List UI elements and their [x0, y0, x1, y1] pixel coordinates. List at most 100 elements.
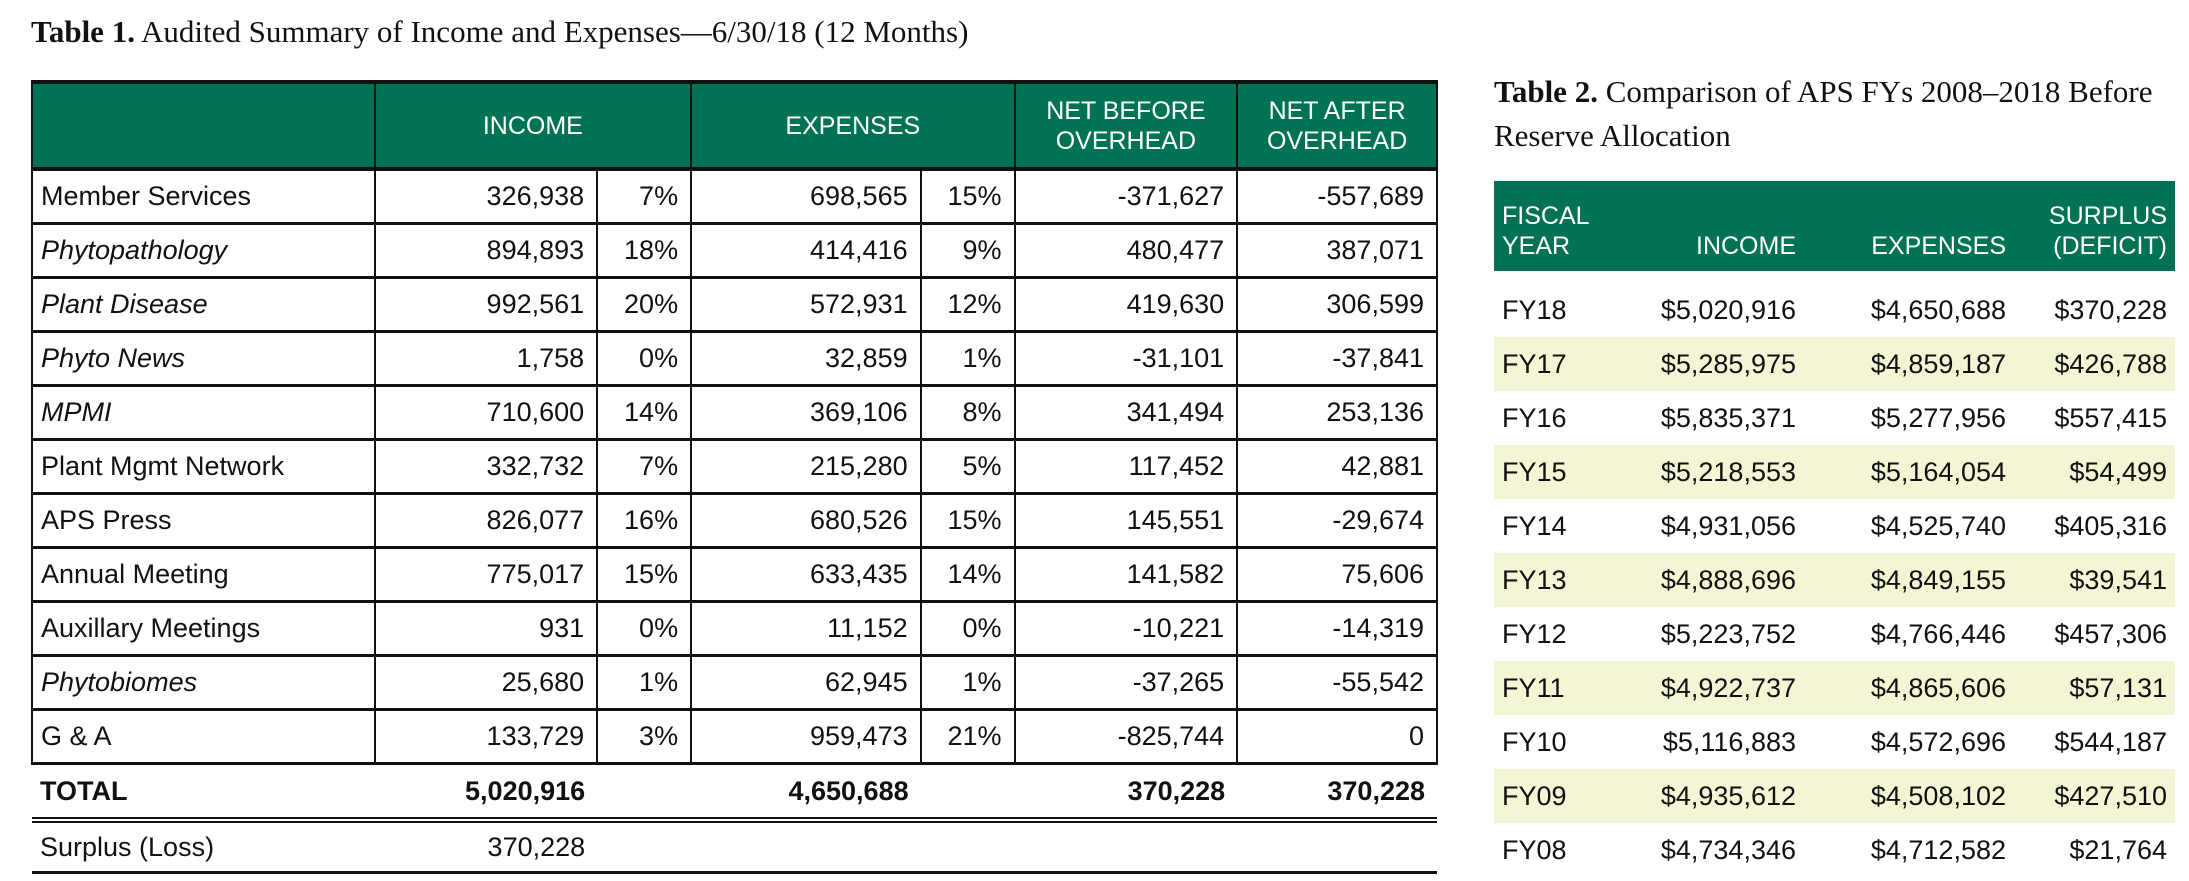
expenses-cell: 698,565: [690, 168, 922, 225]
income-pct-cell: 1%: [596, 654, 693, 711]
total-expenses: 4,650,688: [788, 775, 909, 806]
fiscal-year-cell: FY18: [1502, 294, 1567, 325]
total-net-after: 370,228: [1327, 775, 1425, 806]
table-row: Phytobiomes 25,680 1% 62,945 1% -37,265 -55,54…: [31, 654, 1438, 711]
expenses-cell: $5,164,054: [1804, 445, 2014, 499]
total-row: TOTAL 5,020,916 4,650,688 370,228 370,228: [32, 764, 1437, 821]
expenses-pct-cell: 1%: [919, 654, 1016, 711]
table-row: FY08 $4,734,346 $4,712,582 $21,764: [1494, 823, 2175, 877]
income-cell: $4,931,056: [1660, 510, 1796, 541]
expenses-cell: $5,277,956: [1870, 402, 2006, 433]
surplus-cell: $457,306: [2054, 618, 2167, 649]
fiscal-year-cell: FY16: [1502, 402, 1567, 433]
income-cell: $4,734,346: [1660, 834, 1796, 865]
table-row: Auxillary Meetings 931 0% 11,152 0% -10,221 -1…: [31, 600, 1438, 657]
income-pct-cell: 7%: [596, 168, 693, 225]
income-cell: 25,680: [373, 654, 599, 711]
fiscal-year-cell: FY17: [1494, 337, 1604, 391]
expenses-pct-cell: 15%: [919, 492, 1016, 549]
row-label: Phytopathology: [31, 222, 376, 279]
net-after-cell: 253,136: [1236, 384, 1438, 441]
income-cell: 332,732: [373, 438, 599, 495]
income-pct-cell: 0%: [596, 600, 693, 657]
expenses-cell: $4,849,155: [1804, 553, 2014, 607]
income-pct-cell: 20%: [596, 276, 693, 333]
row-label: G & A: [31, 708, 376, 765]
empty-cell: [597, 764, 691, 821]
fiscal-year-cell: FY11: [1494, 661, 1604, 715]
income-pct-cell: 15%: [596, 546, 693, 603]
header-surplus: SURPLUS (DEFICIT): [2014, 181, 2175, 271]
expenses-cell: $4,650,688: [1870, 294, 2006, 325]
table1-caption-label: Table 1.: [31, 14, 135, 49]
expenses-pct-cell: 9%: [919, 222, 1016, 279]
income-cell: 992,561: [373, 276, 599, 333]
expenses-pct-cell: 15%: [919, 168, 1016, 225]
expenses-cell: $4,508,102: [1804, 769, 2014, 823]
table2-caption: Table 2. Comparison of APS FYs 2008–2018…: [1494, 70, 2154, 158]
net-before-cell: 341,494: [1013, 384, 1239, 441]
net-before-cell: -825,744: [1013, 708, 1239, 765]
income-expenses-table: INCOME EXPENSES NET BEFORE OVERHEAD NET …: [31, 80, 1438, 874]
income-cell: $5,223,752: [1660, 618, 1796, 649]
table-row: Phytopathology 894,893 18% 414,416 9% 480,477…: [31, 222, 1438, 279]
expenses-cell: 414,416: [690, 222, 922, 279]
net-after-cell: -55,542: [1236, 654, 1438, 711]
income-cell: $4,935,612: [1604, 769, 1804, 823]
income-cell: 326,938: [373, 168, 599, 225]
fiscal-year-cell: FY08: [1502, 834, 1567, 865]
row-label: Auxillary Meetings: [31, 600, 376, 657]
surplus-cell: $21,764: [2069, 834, 2167, 865]
row-label: MPMI: [31, 384, 376, 441]
income-pct-cell: 14%: [596, 384, 693, 441]
table2-caption-text: Comparison of APS FYs 2008–2018 Before R…: [1494, 74, 2153, 153]
surplus-cell: $544,187: [2054, 726, 2167, 757]
fiscal-year-cell: FY15: [1494, 445, 1604, 499]
table-row: Annual Meeting 775,017 15% 633,435 14% 141,58…: [31, 546, 1438, 603]
row-label: Annual Meeting: [31, 546, 376, 603]
income-cell: 826,077: [373, 492, 599, 549]
expenses-pct-cell: 12%: [919, 276, 1016, 333]
expenses-pct-cell: 1%: [919, 330, 1016, 387]
expenses-cell: 633,435: [690, 546, 922, 603]
net-after-cell: 75,606: [1236, 546, 1438, 603]
net-before-cell: 117,452: [1013, 438, 1239, 495]
expenses-cell: 680,526: [690, 492, 922, 549]
table2-caption-label: Table 2.: [1494, 74, 1598, 109]
expenses-cell: $4,572,696: [1870, 726, 2006, 757]
net-after-cell: -29,674: [1236, 492, 1438, 549]
row-label: Plant Mgmt Network: [31, 438, 376, 495]
net-after-cell: 0: [1236, 708, 1438, 765]
net-after-cell: 387,071: [1236, 222, 1438, 279]
expenses-cell: 32,859: [690, 330, 922, 387]
net-after-cell: -557,689: [1236, 168, 1438, 225]
expenses-cell: 62,945: [690, 654, 922, 711]
income-pct-cell: 18%: [596, 222, 693, 279]
empty-cell: [921, 764, 1015, 821]
expenses-cell: $4,525,740: [1870, 510, 2006, 541]
net-before-cell: -371,627: [1013, 168, 1239, 225]
fiscal-year-cell: FY12: [1502, 618, 1567, 649]
table-row: FY12 $5,223,752 $4,766,446 $457,306: [1494, 607, 2175, 661]
income-cell: 894,893: [373, 222, 599, 279]
table-row: G & A 133,729 3% 959,473 21% -825,744 0: [31, 708, 1438, 765]
expenses-cell: $4,766,446: [1870, 618, 2006, 649]
fiscal-year-cell: FY09: [1494, 769, 1604, 823]
net-after-cell: -37,841: [1236, 330, 1438, 387]
table-row: FY14 $4,931,056 $4,525,740 $405,316: [1494, 499, 2175, 553]
table-row: FY11 $4,922,737 $4,865,606 $57,131: [1494, 661, 2175, 715]
net-after-cell: -14,319: [1236, 600, 1438, 657]
expenses-cell: 11,152: [690, 600, 922, 657]
surplus-cell: $557,415: [2054, 402, 2167, 433]
net-before-cell: 480,477: [1013, 222, 1239, 279]
header-expenses: EXPENSES: [690, 82, 1016, 169]
income-cell: $4,888,696: [1604, 553, 1804, 607]
header-income: INCOME: [373, 82, 693, 169]
expenses-cell: $4,712,582: [1870, 834, 2006, 865]
net-before-cell: -37,265: [1013, 654, 1239, 711]
net-after-cell: 306,599: [1236, 276, 1438, 333]
table-row: FY17 $5,285,975 $4,859,187 $426,788: [1494, 337, 2175, 391]
net-before-cell: -10,221: [1013, 600, 1239, 657]
header-fiscal-year: FISCAL YEAR: [1494, 181, 1604, 271]
header-expenses: EXPENSES: [1804, 181, 2014, 271]
